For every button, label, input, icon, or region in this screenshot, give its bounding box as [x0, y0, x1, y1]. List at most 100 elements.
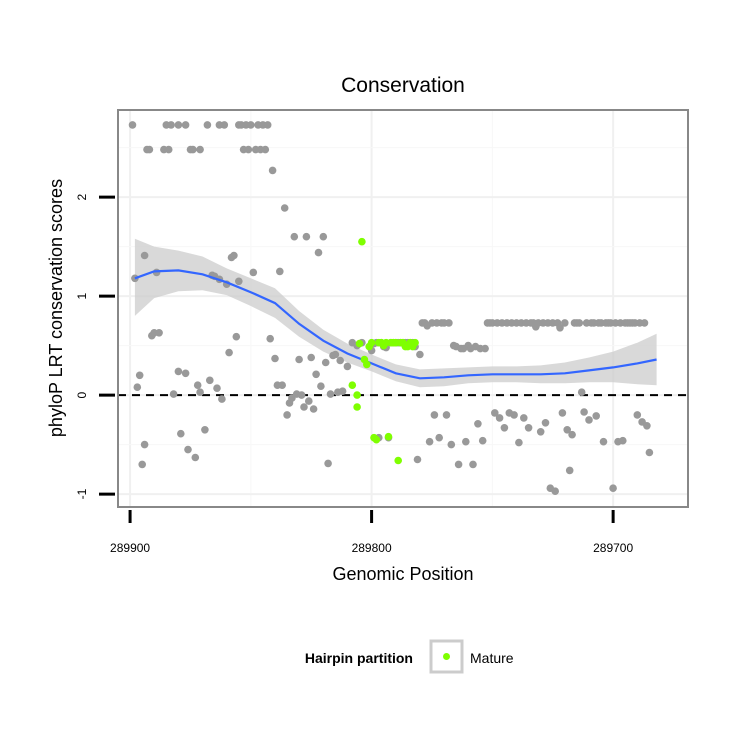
point-other-209	[646, 449, 654, 457]
point-mature-5	[363, 361, 371, 369]
legend-key-mature-dot	[443, 653, 450, 660]
point-other-184	[585, 416, 593, 424]
point-other-77	[310, 405, 318, 413]
point-other-20	[177, 430, 185, 438]
point-other-166	[542, 419, 550, 427]
point-other-65	[281, 204, 289, 212]
point-other-60	[269, 167, 277, 175]
point-other-181	[578, 388, 586, 396]
point-mature-26	[353, 403, 361, 411]
point-other-90	[344, 363, 352, 371]
point-other-26	[192, 454, 200, 462]
point-other-21	[182, 121, 190, 129]
point-other-29	[196, 146, 204, 154]
point-mature-18	[394, 457, 402, 465]
point-other-125	[443, 411, 451, 419]
point-other-130	[455, 461, 463, 469]
point-other-3	[136, 372, 144, 380]
point-other-8	[146, 146, 154, 154]
point-other-51	[247, 121, 255, 129]
point-other-38	[218, 395, 226, 403]
point-other-170	[551, 487, 559, 495]
point-other-120	[431, 411, 439, 419]
point-other-86	[332, 351, 340, 359]
point-other-18	[175, 121, 183, 129]
point-other-83	[324, 460, 332, 468]
point-other-76	[307, 354, 315, 362]
point-mature-1	[353, 391, 361, 399]
point-other-187	[592, 412, 600, 420]
point-mature-14	[385, 433, 393, 441]
x-tick-label-1: 289800	[352, 541, 392, 555]
y-tick-label-3: 2	[75, 193, 89, 200]
point-other-164	[537, 428, 545, 436]
point-other-138	[474, 420, 482, 428]
point-other-44	[233, 333, 241, 341]
y-axis-title: phyloP LRT conservation scores	[46, 179, 66, 437]
point-other-113	[414, 456, 422, 464]
point-other-39	[221, 121, 229, 129]
point-other-46	[235, 278, 243, 286]
point-other-126	[445, 319, 453, 327]
y-axis: -1012	[75, 193, 115, 499]
point-other-31	[204, 121, 212, 129]
point-other-204	[634, 411, 642, 419]
point-other-133	[462, 438, 470, 446]
point-other-84	[327, 390, 335, 398]
point-other-66	[283, 411, 291, 419]
point-other-78	[312, 371, 320, 379]
point-other-136	[469, 461, 477, 469]
point-other-182	[580, 408, 588, 416]
point-other-74	[303, 233, 311, 241]
point-other-58	[264, 121, 272, 129]
point-other-157	[520, 414, 528, 422]
point-other-198	[619, 437, 627, 445]
point-other-79	[315, 249, 323, 257]
point-other-43	[230, 252, 238, 260]
point-other-72	[298, 391, 306, 399]
point-other-176	[566, 467, 574, 475]
point-other-6	[141, 252, 149, 260]
point-other-81	[320, 233, 328, 241]
point-other-159	[525, 424, 533, 432]
point-other-190	[600, 438, 608, 446]
point-other-30	[201, 426, 209, 434]
point-other-59	[266, 335, 274, 343]
grid-lines	[118, 110, 688, 507]
point-other-25	[189, 146, 197, 154]
x-axis-title: Genomic Position	[332, 564, 473, 584]
point-other-16	[167, 121, 175, 129]
point-other-23	[184, 446, 192, 454]
plot-panel-border	[118, 110, 688, 507]
point-other-69	[291, 233, 299, 241]
point-other-89	[339, 387, 347, 395]
point-other-114	[416, 351, 424, 359]
point-other-57	[262, 146, 270, 154]
point-other-140	[479, 437, 487, 445]
point-other-27	[194, 381, 202, 389]
point-other-208	[643, 422, 651, 430]
point-other-194	[609, 484, 617, 492]
point-other-75	[305, 397, 313, 405]
chart-title: Conservation	[341, 74, 465, 97]
point-other-32	[206, 377, 214, 385]
point-other-64	[278, 381, 286, 389]
y-tick-label-1: 0	[75, 391, 89, 398]
point-other-155	[515, 439, 523, 447]
x-tick-label-2: 289700	[593, 541, 633, 555]
point-other-22	[182, 370, 190, 378]
point-other-174	[561, 319, 569, 327]
smooth-confidence-band	[135, 239, 657, 388]
legend-label-mature: Mature	[470, 650, 514, 666]
chart-figure: Conservation 289900 289800 289700 -1012 Ge…	[0, 0, 750, 750]
point-other-71	[295, 356, 303, 364]
y-tick-label-0: -1	[75, 488, 89, 499]
point-mature-2	[356, 340, 364, 348]
point-other-50	[245, 146, 253, 154]
point-other-5	[141, 441, 149, 449]
point-other-73	[300, 403, 308, 411]
legend-title: Hairpin partition	[305, 650, 413, 666]
point-mature-9	[373, 436, 381, 444]
point-other-147	[496, 414, 504, 422]
point-other-207	[641, 319, 649, 327]
